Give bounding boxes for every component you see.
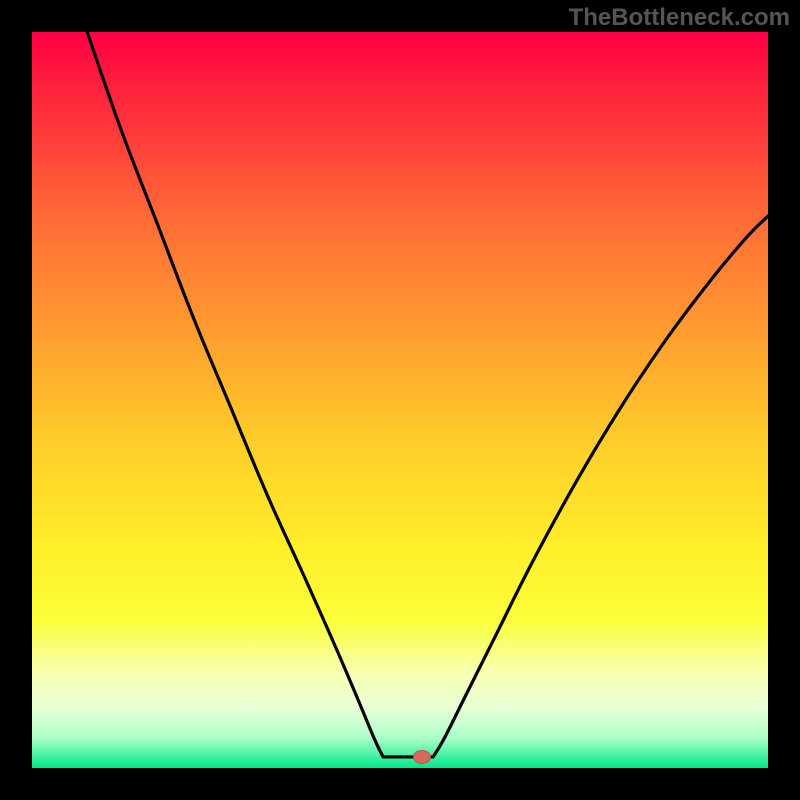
bottleneck-curve [32, 32, 768, 768]
watermark-text: TheBottleneck.com [569, 4, 790, 32]
plot-area [32, 32, 768, 768]
optimum-marker [413, 750, 431, 764]
chart-container: TheBottleneck.com [0, 0, 800, 800]
